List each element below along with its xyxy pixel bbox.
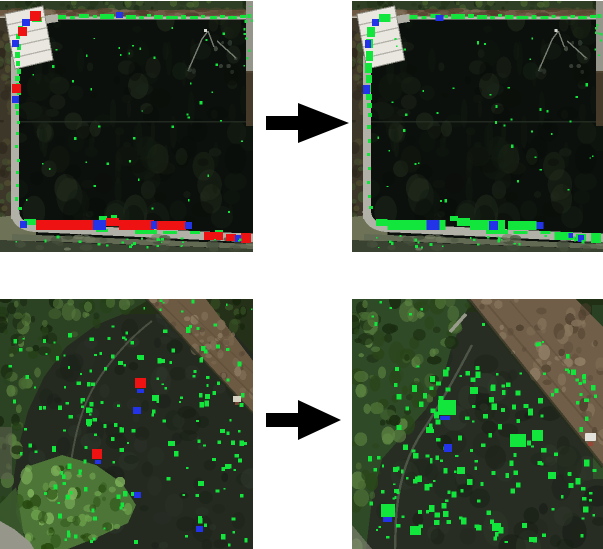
panel-reservoir-after-image	[352, 1, 603, 252]
pond-after-svg	[352, 299, 603, 549]
panel-pond-before-image	[0, 299, 253, 549]
panel-pond-after-image	[352, 299, 603, 549]
right-arrow-icon-top	[266, 103, 349, 143]
reservoir-after-svg	[352, 1, 603, 252]
right-arrow-icon-bottom	[266, 400, 341, 440]
reservoir-before-svg	[0, 1, 253, 252]
pond-before-svg	[0, 299, 253, 549]
panel-reservoir-before-image	[0, 1, 253, 252]
